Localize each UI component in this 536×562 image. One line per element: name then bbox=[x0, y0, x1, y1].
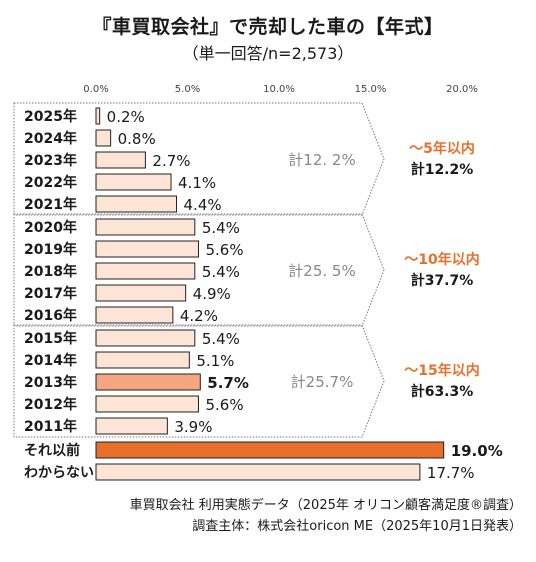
category-label: 2011年 bbox=[24, 418, 77, 435]
category-label: 2021年 bbox=[24, 196, 77, 213]
value-label: 4.4% bbox=[184, 196, 222, 214]
x-tick-label: 0.0% bbox=[83, 84, 108, 95]
bar bbox=[95, 329, 196, 347]
bar-chart: 0.0% 5.0% 10.0% 15.0% 20.0% 計12. 2% ～5年以内計12.2… bbox=[13, 84, 503, 482]
value-label: 19.0% bbox=[451, 442, 503, 460]
bar bbox=[95, 351, 190, 369]
bar bbox=[95, 107, 101, 125]
cumulative-label: 計37.7% bbox=[411, 272, 474, 289]
value-label: 17.7% bbox=[427, 464, 475, 482]
bar bbox=[95, 463, 421, 481]
bar bbox=[95, 151, 146, 169]
value-label: 4.9% bbox=[193, 285, 231, 303]
value-label: 5.6% bbox=[205, 396, 243, 414]
bar bbox=[95, 240, 199, 258]
group-frame bbox=[13, 213, 385, 327]
bar bbox=[95, 262, 196, 280]
category-label: それ以前 bbox=[24, 442, 80, 459]
category-label: わからない bbox=[24, 465, 94, 481]
footer-surveyor: 調査主体：株式会社oricon ME（2025年10月1日発表） bbox=[192, 519, 522, 534]
category-label: 2012年 bbox=[24, 396, 77, 413]
category-label: 2019年 bbox=[24, 241, 77, 258]
cumulative-label: 計63.3% bbox=[411, 383, 474, 400]
group-total-label: 計12. 2% bbox=[288, 151, 355, 169]
chart-title: 『車買取会社』で売却した車の【年式】 bbox=[92, 16, 444, 38]
bar bbox=[95, 129, 112, 147]
bar bbox=[95, 218, 196, 236]
value-label: 3.9% bbox=[174, 418, 212, 436]
group-frame bbox=[13, 324, 385, 438]
category-label: 2025年 bbox=[24, 108, 77, 125]
range-label: ～10年以内 bbox=[404, 251, 479, 268]
category-label: 2017年 bbox=[24, 285, 77, 302]
value-label: 0.2% bbox=[107, 108, 145, 126]
category-label: 2016年 bbox=[24, 307, 77, 324]
x-tick-label: 10.0% bbox=[263, 84, 295, 95]
bar bbox=[95, 417, 168, 435]
value-label: 5.4% bbox=[202, 219, 240, 237]
bar bbox=[95, 395, 199, 413]
value-label: 4.1% bbox=[178, 174, 216, 192]
range-label: ～15年以内 bbox=[404, 362, 479, 379]
value-label: 5.7% bbox=[207, 374, 249, 392]
bar bbox=[95, 373, 201, 391]
group-frame bbox=[13, 102, 385, 216]
category-label: 2023年 bbox=[24, 152, 77, 169]
value-label: 4.2% bbox=[180, 307, 218, 325]
category-label: 2020年 bbox=[24, 219, 77, 236]
group-total-label: 計25. 5% bbox=[288, 262, 355, 280]
category-label: 2018年 bbox=[24, 263, 77, 280]
value-label: 0.8% bbox=[118, 130, 156, 148]
chart-subtitle: （単一回答/n=2,573） bbox=[182, 44, 354, 63]
category-label: 2014年 bbox=[24, 352, 77, 369]
category-label: 2013年 bbox=[24, 374, 77, 391]
value-label: 5.4% bbox=[202, 330, 240, 348]
bar bbox=[95, 195, 178, 213]
bar bbox=[95, 441, 445, 459]
bar bbox=[95, 306, 174, 324]
x-tick-label: 15.0% bbox=[355, 84, 387, 95]
bar bbox=[95, 173, 172, 191]
cumulative-label: 計12.2% bbox=[411, 161, 474, 178]
value-label: 5.6% bbox=[205, 241, 243, 259]
range-label: ～5年以内 bbox=[409, 140, 475, 157]
value-label: 5.4% bbox=[202, 263, 240, 281]
category-label: 2024年 bbox=[24, 130, 77, 147]
x-tick-label: 5.0% bbox=[175, 84, 200, 95]
category-label: 2022年 bbox=[24, 174, 77, 191]
bar bbox=[95, 284, 187, 302]
x-tick-label: 20.0% bbox=[446, 84, 478, 95]
footer-source: 車買取会社 利用実態データ（2025年 オリコン顧客満足度®調査） bbox=[129, 498, 522, 513]
group-total-label: 計25.7% bbox=[291, 373, 354, 391]
value-label: 5.1% bbox=[196, 352, 234, 370]
category-label: 2015年 bbox=[24, 330, 77, 347]
value-label: 2.7% bbox=[152, 152, 190, 170]
